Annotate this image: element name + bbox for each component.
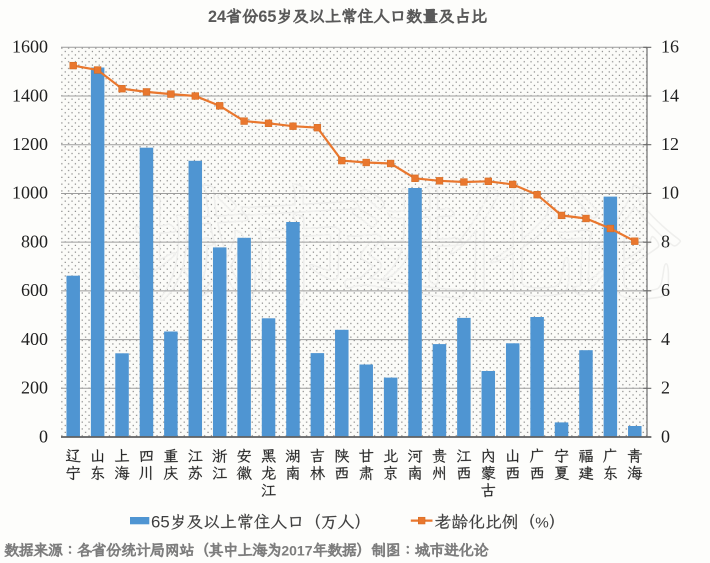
svg-text:16: 16 [661, 37, 679, 57]
svg-text:6: 6 [661, 280, 670, 300]
svg-text:1400: 1400 [12, 85, 48, 105]
svg-text:0: 0 [661, 426, 670, 446]
svg-text:8: 8 [661, 231, 670, 251]
svg-text:0: 0 [39, 426, 48, 446]
svg-text:1000: 1000 [12, 183, 48, 203]
svg-text:12: 12 [661, 134, 679, 154]
svg-text:600: 600 [21, 280, 48, 300]
svg-text:65: 65 [151, 513, 170, 532]
svg-text:24: 24 [208, 8, 226, 26]
svg-text:1200: 1200 [12, 134, 48, 154]
svg-text:65: 65 [258, 8, 276, 26]
svg-text:400: 400 [21, 329, 48, 349]
svg-text:%: % [535, 515, 549, 532]
svg-text:200: 200 [21, 378, 48, 398]
svg-text:800: 800 [21, 231, 48, 251]
svg-text:1600: 1600 [12, 37, 48, 57]
svg-text:2017: 2017 [281, 542, 312, 558]
svg-text:2: 2 [661, 378, 670, 398]
svg-text:4: 4 [661, 329, 670, 349]
svg-text:10: 10 [661, 183, 679, 203]
svg-text:14: 14 [661, 85, 679, 105]
